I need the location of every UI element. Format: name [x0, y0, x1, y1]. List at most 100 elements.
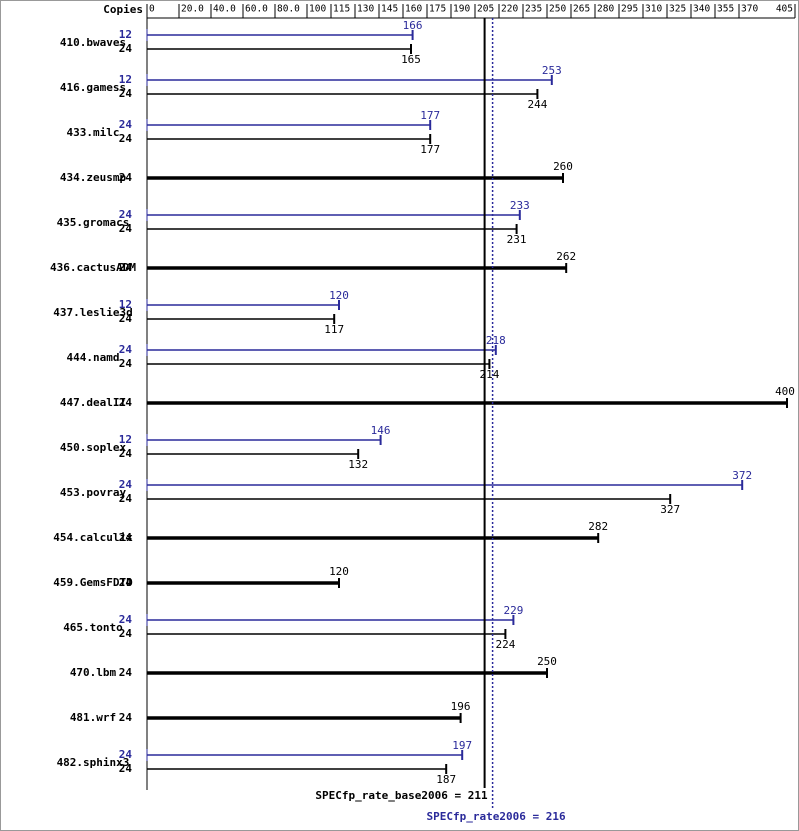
copies-label: 24	[119, 312, 133, 325]
benchmark-name: 481.wrf	[70, 711, 116, 724]
x-tick-label: 355	[717, 4, 734, 15]
copies-label: 24	[119, 531, 133, 544]
copies-label: 24	[119, 87, 133, 100]
copies-label: 12	[119, 28, 132, 41]
x-tick-label: 130	[357, 4, 374, 15]
x-tick-label: 0	[149, 4, 155, 15]
x-tick-label: 250	[549, 4, 566, 15]
x-tick-label: 115	[333, 4, 350, 15]
benchmark-name: 434.zeusmp	[60, 171, 127, 184]
value-label: 197	[452, 739, 472, 752]
x-tick-label: 295	[621, 4, 638, 15]
x-tick-label: 405	[776, 4, 793, 15]
copies-label: 24	[119, 666, 133, 679]
x-tick-label: 265	[573, 4, 590, 15]
value-label: 224	[495, 638, 515, 651]
value-label: 253	[542, 64, 562, 77]
x-tick-label: 175	[429, 4, 446, 15]
benchmark-name: 470.lbm	[70, 666, 117, 679]
reference-label: SPECfp_rate2006 = 216	[427, 810, 566, 823]
copies-label: 24	[119, 357, 133, 370]
benchmark-name: 436.cactusADM	[50, 261, 136, 274]
copies-label: 24	[119, 447, 133, 460]
x-tick-label: 205	[477, 4, 494, 15]
value-label: 218	[486, 334, 506, 347]
value-label: 132	[348, 458, 368, 471]
benchmark-name: 447.dealII	[60, 396, 126, 409]
value-label: 233	[510, 199, 530, 212]
copies-label: 24	[119, 261, 133, 274]
value-label: 120	[329, 565, 349, 578]
value-label: 165	[401, 53, 421, 66]
benchmark-name: 444.namd	[67, 351, 120, 364]
copies-label: 24	[119, 171, 133, 184]
copies-label: 12	[119, 298, 132, 311]
value-label: 117	[324, 323, 344, 336]
copies-label: 24	[119, 762, 133, 775]
x-tick-label: 80.0	[277, 4, 300, 15]
reference-label: SPECfp_rate_base2006 = 211	[315, 789, 488, 802]
x-tick-label: 60.0	[245, 4, 268, 15]
benchmark-name: 435.gromacs	[57, 216, 130, 229]
x-tick-label: 235	[525, 4, 542, 15]
benchmark-name: 450.soplex	[60, 441, 127, 454]
x-tick-label: 310	[645, 4, 662, 15]
copies-header: Copies	[103, 3, 143, 16]
x-tick-label: 325	[669, 4, 686, 15]
copies-label: 24	[119, 492, 133, 505]
copies-label: 24	[119, 132, 133, 145]
copies-label: 24	[119, 222, 133, 235]
value-label: 166	[403, 19, 423, 32]
value-label: 282	[588, 520, 608, 533]
value-label: 372	[732, 469, 752, 482]
value-label: 177	[420, 143, 440, 156]
x-tick-label: 370	[741, 4, 758, 15]
benchmark-name: 433.milc	[67, 126, 120, 139]
copies-label: 24	[119, 396, 133, 409]
value-label: 250	[537, 655, 557, 668]
value-label: 146	[371, 424, 391, 437]
copies-label: 24	[119, 748, 133, 761]
x-tick-label: 20.0	[181, 4, 204, 15]
benchmark-name: 482.sphinx3	[57, 756, 130, 769]
benchmark-name: 453.povray	[60, 486, 127, 499]
copies-label: 24	[119, 478, 133, 491]
x-tick-label: 220	[501, 4, 518, 15]
x-tick-label: 280	[597, 4, 614, 15]
benchmark-name: 410.bwaves	[60, 36, 126, 49]
value-label: 120	[329, 289, 349, 302]
copies-label: 24	[119, 576, 133, 589]
benchmark-name: 437.leslie3d	[53, 306, 132, 319]
value-label: 327	[660, 503, 680, 516]
copies-label: 24	[119, 42, 133, 55]
value-label: 262	[556, 250, 576, 263]
benchmark-name: 459.GemsFDTD	[53, 576, 133, 589]
copies-label: 24	[119, 343, 133, 356]
value-label: 244	[527, 98, 547, 111]
value-label: 177	[420, 109, 440, 122]
copies-label: 24	[119, 627, 133, 640]
copies-label: 24	[119, 118, 133, 131]
value-label: 260	[553, 160, 573, 173]
benchmark-name: 454.calculix	[53, 531, 133, 544]
copies-label: 12	[119, 73, 132, 86]
x-tick-label: 100	[309, 4, 326, 15]
value-label: 196	[451, 700, 471, 713]
value-label: 231	[507, 233, 527, 246]
value-label: 187	[436, 773, 456, 786]
benchmark-name: 465.tonto	[63, 621, 123, 634]
x-tick-label: 340	[693, 4, 710, 15]
x-tick-label: 40.0	[213, 4, 236, 15]
value-label: 400	[775, 385, 795, 398]
copies-label: 12	[119, 433, 132, 446]
value-label: 229	[503, 604, 523, 617]
copies-label: 24	[119, 208, 133, 221]
copies-label: 24	[119, 613, 133, 626]
x-tick-label: 145	[381, 4, 398, 15]
copies-label: 24	[119, 711, 133, 724]
value-label: 214	[479, 368, 499, 381]
x-tick-label: 190	[453, 4, 470, 15]
x-tick-label: 160	[405, 4, 422, 15]
